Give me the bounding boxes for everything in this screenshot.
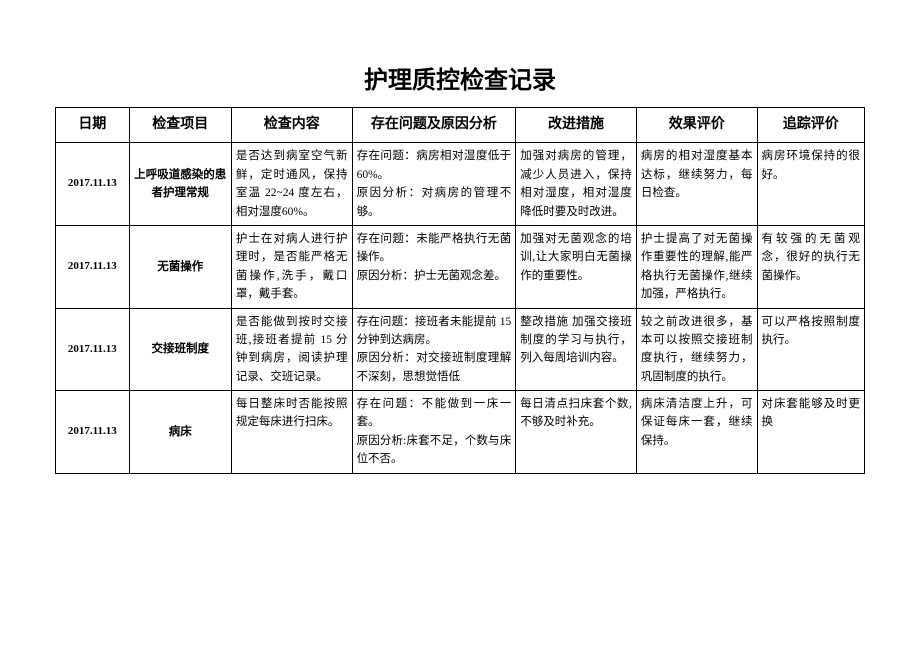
- cell-date: 2017.11.13: [56, 143, 130, 226]
- cell-date: 2017.11.13: [56, 308, 130, 391]
- cell-content: 是否能做到按时交接班,接班者提前 15 分钟到病房，阅读护理记录、交班记录。: [231, 308, 352, 391]
- cell-measure: 加强对病房的管理，减少人员进入，保持相对湿度，相对湿度降低时要及时改进。: [516, 143, 637, 226]
- cell-follow: 有较强的无菌观念，很好的执行无菌操作。: [757, 225, 864, 308]
- cell-measure: 整改措施 加强交接班制度的学习与执行，列入每周培训内容。: [516, 308, 637, 391]
- cell-problem: 存在问题：病房相对湿度低于60%。 原因分析：对病房的管理不够。: [352, 143, 516, 226]
- cell-effect: 病房的相对湿度基本达标，继续努力，每日检查。: [636, 143, 757, 226]
- cell-effect: 较之前改进很多，基本可以按照交接班制度执行，继续努力，巩固制度的执行。: [636, 308, 757, 391]
- cell-item: 上呼吸道感染的患者护理常规: [129, 143, 231, 226]
- header-measure: 改进措施: [516, 108, 637, 143]
- cell-item: 病床: [129, 391, 231, 474]
- cell-follow: 可以严格按照制度执行。: [757, 308, 864, 391]
- record-table: 日期 检查项目 检查内容 存在问题及原因分析 改进措施 效果评价 追踪评价 20…: [55, 107, 865, 474]
- header-item: 检查项目: [129, 108, 231, 143]
- cell-problem: 存在问题：接班者未能提前 15 分钟到达病房。 原因分析：对交接班制度理解不深刻…: [352, 308, 516, 391]
- header-follow: 追踪评价: [757, 108, 864, 143]
- cell-date: 2017.11.13: [56, 391, 130, 474]
- cell-date: 2017.11.13: [56, 225, 130, 308]
- cell-measure: 加强对无菌观念的培训,让大家明白无菌操作的重要性。: [516, 225, 637, 308]
- header-effect: 效果评价: [636, 108, 757, 143]
- cell-effect: 护士提高了对无菌操作重要性的理解,能严格执行无菌操作,继续加强，严格执行。: [636, 225, 757, 308]
- cell-content: 是否达到病室空气新鲜，定时通风，保持室温 22~24 度左右，相对湿度60%。: [231, 143, 352, 226]
- cell-effect: 病床清洁度上升，可保证每床一套，继续保持。: [636, 391, 757, 474]
- cell-measure: 每日清点扫床套个数,不够及时补充。: [516, 391, 637, 474]
- cell-content: 每日整床时否能按照规定每床进行扫床。: [231, 391, 352, 474]
- header-date: 日期: [56, 108, 130, 143]
- cell-follow: 对床套能够及时更换: [757, 391, 864, 474]
- cell-follow: 病房环境保持的很好。: [757, 143, 864, 226]
- table-row: 2017.11.13病床每日整床时否能按照规定每床进行扫床。存在问题：不能做到一…: [56, 391, 865, 474]
- cell-item: 交接班制度: [129, 308, 231, 391]
- cell-item: 无菌操作: [129, 225, 231, 308]
- header-problem: 存在问题及原因分析: [352, 108, 516, 143]
- table-row: 2017.11.13上呼吸道感染的患者护理常规是否达到病室空气新鲜，定时通风，保…: [56, 143, 865, 226]
- cell-content: 护士在对病人进行护理时，是否能严格无菌操作,洗手，戴口罩，戴手套。: [231, 225, 352, 308]
- cell-problem: 存在问题：不能做到一床一套。 原因分析:床套不足，个数与床位不否。: [352, 391, 516, 474]
- table-header-row: 日期 检查项目 检查内容 存在问题及原因分析 改进措施 效果评价 追踪评价: [56, 108, 865, 143]
- header-content: 检查内容: [231, 108, 352, 143]
- table-row: 2017.11.13交接班制度是否能做到按时交接班,接班者提前 15 分钟到病房…: [56, 308, 865, 391]
- cell-problem: 存在问题：未能严格执行无菌操作。 原因分析：护士无菌观念差。: [352, 225, 516, 308]
- table-row: 2017.11.13无菌操作护士在对病人进行护理时，是否能严格无菌操作,洗手，戴…: [56, 225, 865, 308]
- page-title: 护理质控检查记录: [55, 60, 865, 95]
